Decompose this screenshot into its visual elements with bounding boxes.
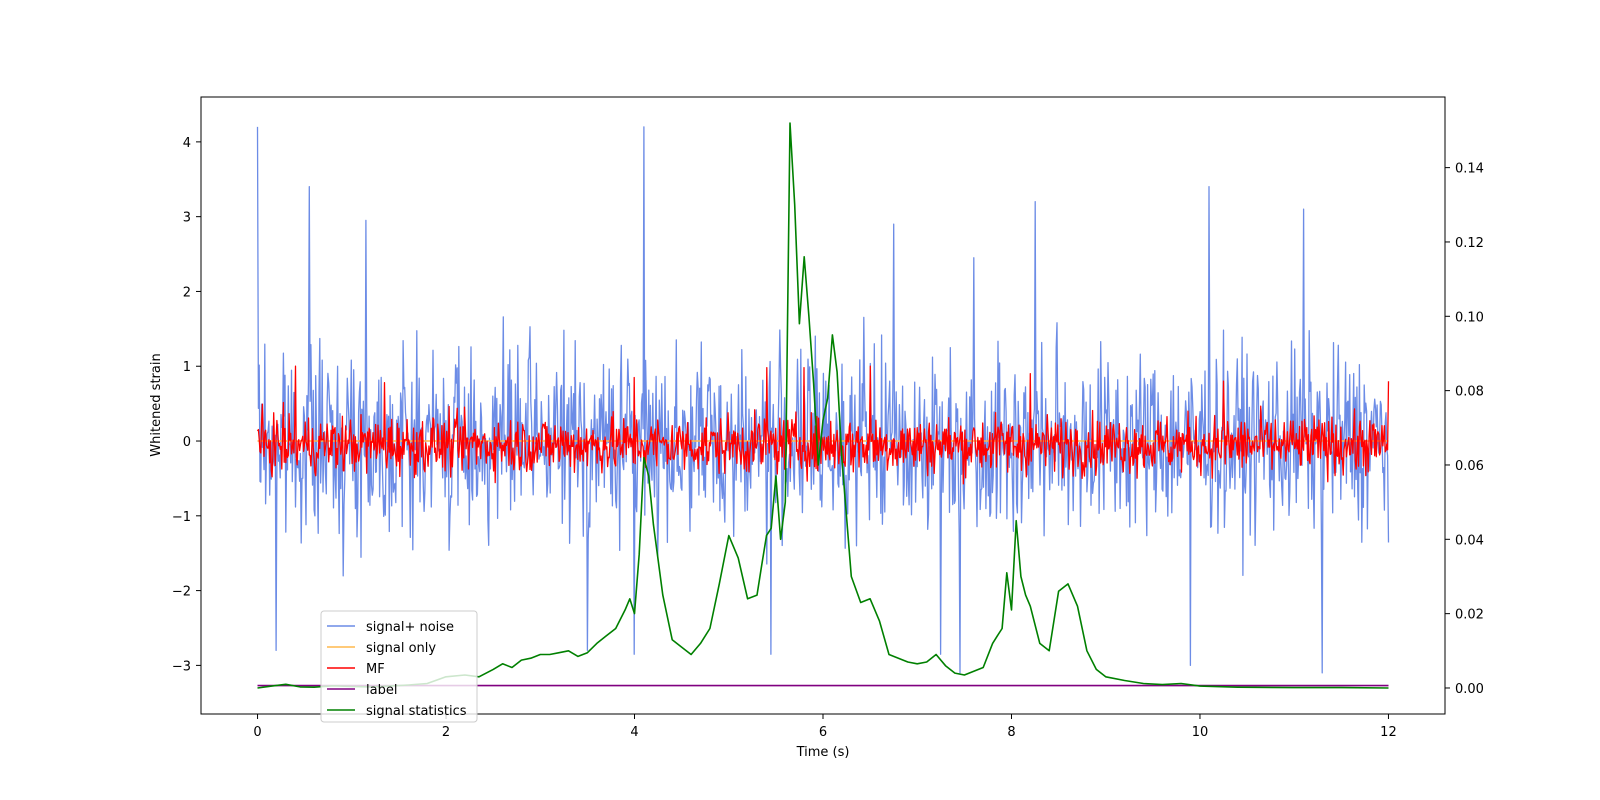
y2-tick-label: 0.08: [1455, 385, 1484, 400]
series-line-signal-statistics: [257, 122, 1389, 689]
x-tick-label: 2: [442, 725, 450, 740]
x-tick-label: 8: [1007, 725, 1015, 740]
x-axis-title: Time (s): [796, 745, 850, 760]
y2-tick-label: 0.04: [1455, 533, 1484, 548]
plot-area: [256, 122, 1390, 689]
x-tick-label: 10: [1192, 725, 1209, 740]
legend-items: signal+ noise signal only MF label signal st…: [327, 620, 467, 719]
y-tick-label: 3: [183, 211, 191, 226]
series-line-signal-noise: [256, 126, 1390, 674]
legend-label: signal only: [366, 641, 436, 656]
legend-box: [320, 610, 478, 723]
legend-label: MF: [366, 662, 385, 677]
legend: signal+ noise signal only MF label signal st…: [320, 610, 478, 723]
axis-ticks: 0 2 4 6 8 10 12−3−2−1012340.000.020.040.060.08…: [172, 136, 1484, 740]
y2-tick-label: 0.14: [1455, 162, 1484, 177]
legend-label: signal statistics: [366, 704, 467, 719]
x-tick-label: 6: [819, 725, 827, 740]
x-tick-label: 12: [1380, 725, 1397, 740]
y2-tick-label: 0.06: [1455, 459, 1484, 474]
y-tick-label: 2: [183, 285, 191, 300]
x-tick-label: 0: [253, 725, 261, 740]
series-line-mf: [256, 365, 1390, 485]
y-tick-label: 1: [183, 360, 191, 375]
y2-tick-label: 0.00: [1455, 682, 1484, 697]
y-tick-label: 4: [183, 136, 191, 151]
y2-tick-label: 0.12: [1455, 236, 1484, 251]
y2-tick-label: 0.10: [1455, 310, 1484, 325]
legend-label: signal+ noise: [366, 620, 454, 635]
y2-tick-label: 0.02: [1455, 608, 1484, 623]
y-tick-label: −2: [172, 585, 191, 600]
x-tick-label: 4: [630, 725, 638, 740]
y-tick-label: 0: [183, 435, 191, 450]
legend-label: label: [366, 683, 397, 698]
y-tick-label: −1: [172, 510, 191, 525]
y-axis-title: Whitened strain: [149, 353, 164, 456]
y-tick-label: −3: [172, 659, 191, 674]
